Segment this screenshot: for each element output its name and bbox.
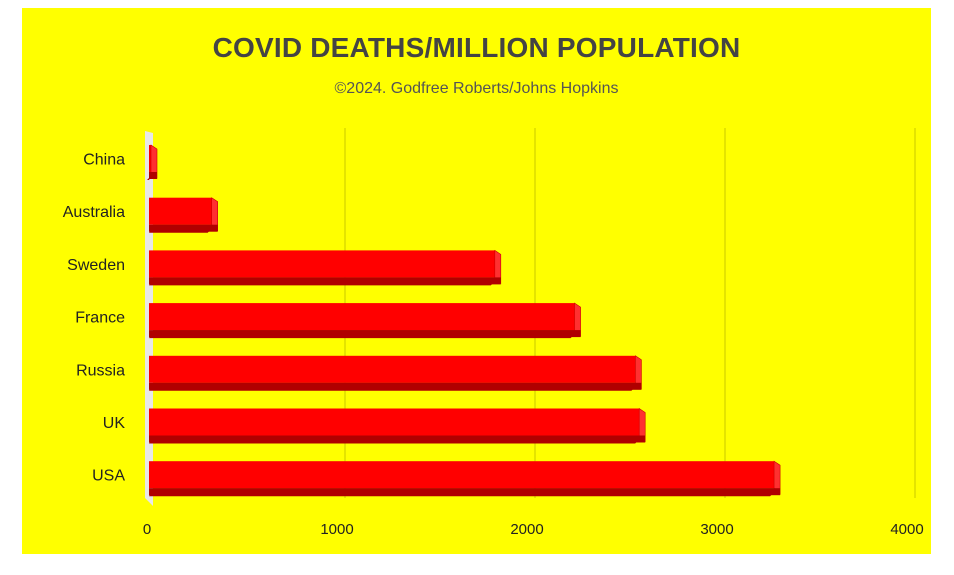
bar-russia bbox=[149, 355, 642, 391]
bar-front-face bbox=[149, 355, 636, 383]
bar-shadow-strip bbox=[149, 330, 581, 338]
bar-front-face bbox=[149, 408, 640, 436]
bar-china bbox=[147, 144, 158, 180]
bar-shadow-strip bbox=[149, 277, 501, 285]
bar-front-face bbox=[149, 461, 775, 489]
bar-uk bbox=[149, 407, 646, 444]
bar-shadow-strip bbox=[149, 172, 157, 179]
category-label-france: France bbox=[75, 310, 125, 327]
category-labels: China Australia Sweden France Russia UK USA bbox=[63, 152, 126, 485]
x-tick-label-3000: 3000 bbox=[700, 521, 733, 538]
category-label-sweden: Sweden bbox=[67, 257, 125, 274]
bar-shadow-strip bbox=[149, 382, 642, 390]
chart-panel: COVID DEATHS/MILLION POPULATION ©2024. G… bbox=[22, 8, 931, 554]
chart-plot: China Australia Sweden France Russia UK USA 0 1… bbox=[63, 128, 924, 538]
category-label-australia: Australia bbox=[63, 204, 125, 221]
category-label-usa: USA bbox=[92, 468, 125, 485]
bar-usa bbox=[149, 460, 781, 497]
chart-subtitle: ©2024. Godfree Roberts/Johns Hopkins bbox=[334, 80, 619, 97]
x-tick-label-4000: 4000 bbox=[890, 521, 923, 538]
chart-title: COVID DEATHS/MILLION POPULATION bbox=[212, 32, 741, 63]
bar-france bbox=[149, 302, 581, 339]
bar-shadow-strip bbox=[149, 435, 646, 443]
x-tick-labels: 0 1000 2000 3000 4000 bbox=[143, 521, 924, 538]
bar-front-face bbox=[149, 303, 575, 331]
bar-front-face bbox=[149, 197, 212, 225]
category-label-uk: UK bbox=[103, 415, 126, 432]
bars bbox=[147, 144, 781, 497]
x-tick-label-1000: 1000 bbox=[320, 521, 353, 538]
bar-australia bbox=[149, 197, 218, 233]
bar-front-face bbox=[149, 250, 495, 278]
bar-shadow-strip bbox=[149, 488, 781, 496]
x-tick-label-0: 0 bbox=[143, 521, 151, 538]
category-label-russia: Russia bbox=[76, 362, 125, 379]
bar-sweden bbox=[149, 249, 502, 286]
bar-front-face bbox=[149, 145, 151, 172]
bar-shadow-strip bbox=[149, 224, 218, 232]
category-label-china: China bbox=[83, 152, 125, 169]
x-tick-label-2000: 2000 bbox=[510, 521, 543, 538]
